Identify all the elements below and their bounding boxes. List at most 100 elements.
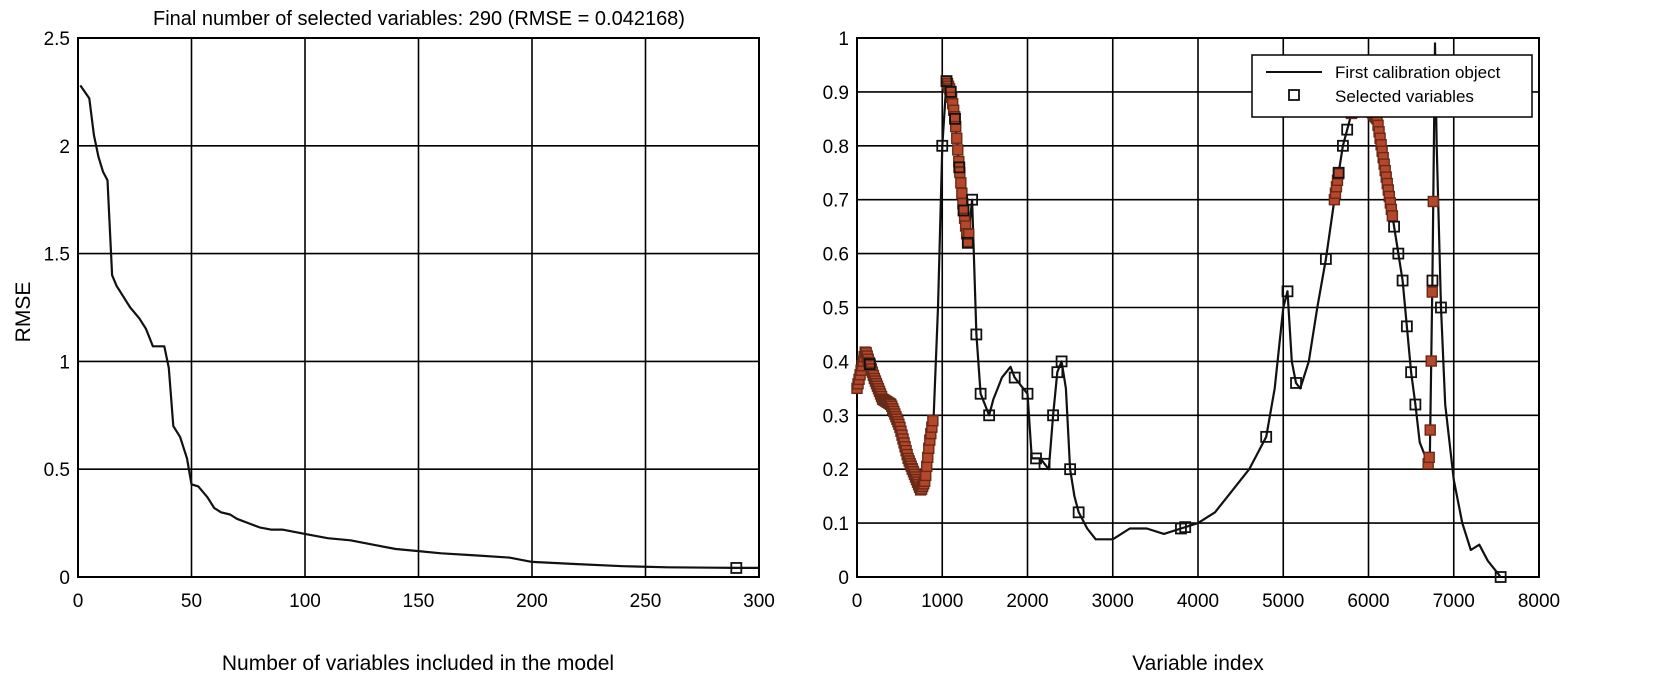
selected-variable-marker (944, 86, 957, 98)
rmse-chart-y-ticks: 0 0.5 1 1.5 2 2.5 (44, 29, 70, 589)
selected-variable-marker (1008, 371, 1021, 384)
selected-variable-marker (1409, 398, 1422, 411)
legend-marker-swatch (1288, 89, 1300, 101)
y-tick-label: 0.2 (823, 460, 849, 481)
y-tick-label: 2 (59, 137, 70, 158)
y-tick-label: 0.6 (823, 245, 849, 266)
x-tick-label: 0 (852, 591, 863, 612)
selected-variable-marker (1332, 166, 1345, 179)
rmse-chart-y-label: RMSE (12, 282, 35, 343)
final-selection-marker (730, 562, 743, 574)
selected-variable-marker (1400, 320, 1413, 333)
y-tick-label: 2.5 (44, 29, 70, 50)
x-tick-label: 7000 (1433, 591, 1475, 612)
selected-variable-marker (955, 177, 967, 189)
selected-variable-marker (961, 236, 974, 249)
x-tick-label: 5000 (1262, 591, 1304, 612)
y-tick-label: 0 (838, 568, 849, 589)
selected-variable-marker (1494, 571, 1507, 583)
spectrum-chart-x-ticks: 0 1000 2000 3000 4000 5000 6000 7000 8000 (852, 591, 1560, 612)
y-tick-label: 0.5 (44, 460, 70, 481)
selected-variable-marker (1281, 285, 1294, 298)
selected-variable-marker (1386, 210, 1399, 222)
selected-variable-marker (1260, 430, 1273, 443)
selected-variable-marker (1392, 247, 1405, 260)
x-tick-label: 2000 (1006, 591, 1048, 612)
selected-variable-marker (1426, 286, 1438, 298)
y-tick-label: 0.1 (823, 514, 849, 535)
selected-variable-marker (1435, 301, 1447, 314)
selected-variable-marker (927, 414, 939, 427)
y-tick-label: 1 (838, 29, 849, 50)
selected-variable-marker (1426, 274, 1439, 287)
x-tick-label: 250 (630, 591, 662, 612)
rmse-chart-x-label: Number of variables included in the mode… (222, 652, 614, 675)
selected-variable-marker (1424, 424, 1436, 436)
x-tick-label: 50 (181, 591, 202, 612)
selected-variable-marker (1396, 274, 1409, 287)
selected-variable-marker (936, 139, 949, 152)
x-tick-label: 8000 (1518, 591, 1560, 612)
selected-variable-marker (1405, 366, 1418, 379)
y-tick-label: 0 (59, 568, 70, 589)
selected-variable-marker (1341, 123, 1354, 136)
selected-variable-marker (1290, 377, 1302, 389)
x-tick-label: 6000 (1347, 591, 1389, 612)
selected-variable-marker (863, 358, 876, 370)
selected-variable-marker (950, 120, 962, 133)
selected-variable-marker (1064, 463, 1077, 476)
legend-box (1251, 54, 1533, 118)
selected-variable-marker (1179, 521, 1192, 534)
selected-variable-marker (1072, 506, 1085, 519)
x-tick-label: 200 (516, 591, 548, 612)
selected-variable-marker (974, 387, 987, 400)
selected-variable-marker (952, 144, 964, 156)
selected-variable-marker (953, 161, 966, 174)
selected-variable-marker (1055, 355, 1068, 368)
x-tick-label: 150 (403, 591, 435, 612)
selected-variable-marker (1047, 409, 1059, 422)
x-tick-label: 0 (73, 591, 84, 612)
y-tick-label: 0.7 (823, 191, 849, 212)
selected-variable-marker (1337, 139, 1349, 152)
rmse-chart-x-ticks: 0 50 100 150 200 250 300 (73, 591, 775, 612)
y-tick-label: 0.8 (823, 137, 849, 158)
x-tick-label: 3000 (1092, 591, 1134, 612)
x-tick-label: 4000 (1177, 591, 1219, 612)
y-tick-label: 1.5 (44, 245, 70, 266)
y-tick-label: 0.3 (823, 406, 849, 427)
rmse-chart-grid (77, 37, 760, 578)
y-tick-label: 1 (59, 352, 70, 373)
selected-variable-marker (1423, 451, 1435, 464)
y-tick-label: 0.5 (823, 299, 849, 320)
spectrum-chart-x-label: Variable index (1132, 652, 1264, 675)
x-tick-label: 100 (289, 591, 321, 612)
rmse-chart-title: Final number of selected variables: 290 … (153, 8, 685, 30)
y-tick-label: 0.9 (823, 83, 849, 104)
selected-variable-marker (1388, 220, 1400, 233)
selected-variable-marker (970, 328, 983, 341)
legend: First calibration object Selected variab… (1251, 54, 1533, 118)
selected-variable-marker (951, 132, 963, 144)
selected-variable-marker (1021, 387, 1034, 400)
y-tick-label: 0.4 (823, 352, 850, 373)
x-tick-label: 300 (743, 591, 775, 612)
selected-variable-marker (1038, 457, 1051, 470)
selected-variable-marker (957, 204, 970, 217)
spectrum-chart-frame (856, 37, 1540, 578)
selected-variable-marker (1319, 253, 1332, 265)
rmse-chart-frame (77, 37, 760, 578)
spectrum-chart: 0 1000 2000 3000 4000 5000 6000 7000 8000 0 0.1 0.… (823, 29, 1561, 675)
selected-variable-marker (983, 409, 996, 422)
selected-variable-marker (962, 228, 975, 240)
legend-entry-selected: Selected variables (1335, 87, 1474, 106)
rmse-curve (79, 84, 759, 569)
selected-variable-marker (956, 187, 968, 199)
spectrum-chart-y-ticks: 0 0.1 0.2 0.3 0.4 0.5 0.6 0.7 0.8 0.9 1 (823, 29, 850, 589)
x-tick-label: 1000 (921, 591, 963, 612)
legend-entry-calibration: First calibration object (1335, 63, 1501, 82)
selected-variable-marker (966, 193, 978, 206)
selected-variable-marker (949, 112, 961, 125)
selected-variable-marker (1427, 195, 1439, 208)
